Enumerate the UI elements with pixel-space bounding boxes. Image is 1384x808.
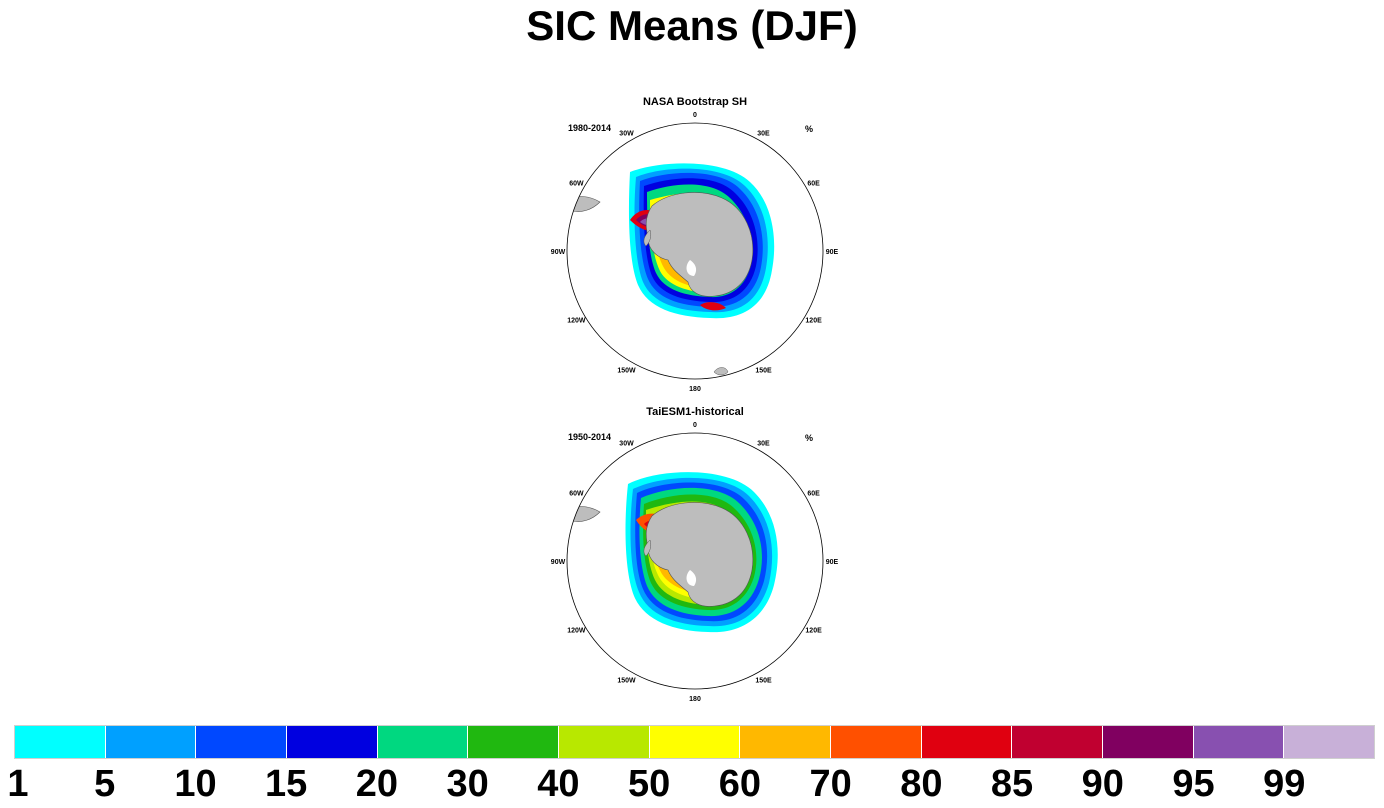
longitude-label: 120E — [805, 318, 822, 325]
colorbar-label: 80 — [900, 763, 943, 805]
colorbar-labels: 1 5 10 15 20 30 40 50 60 70 80 85 90 95 99 — [0, 762, 1384, 808]
longitude-label: 0 — [693, 112, 697, 119]
colorbar-label: 30 — [446, 763, 489, 805]
island — [713, 367, 729, 376]
colorbar-label: 50 — [627, 763, 671, 805]
colorbar-box — [740, 726, 832, 758]
longitude-label: 30W — [619, 130, 634, 137]
antarctica-landmass — [643, 502, 754, 607]
polar-map-model: 0 30E 60E 90E 120E 150E 180 150W 120W 90W 60W 30W — [551, 422, 839, 703]
colorbar-label: 99 — [1263, 763, 1306, 805]
longitude-label: 120W — [567, 318, 586, 325]
south-america-tip — [567, 196, 601, 212]
colorbar-box — [377, 726, 469, 758]
panel-unit: % — [805, 433, 814, 443]
colorbar-label: 10 — [174, 763, 217, 805]
colorbar-label: 1 — [7, 763, 29, 805]
longitude-labels: 0 30E 60E 90E 120E 150E 180 150W 120W 90W 60W 30W — [551, 112, 839, 393]
colorbar-label: 90 — [1081, 763, 1124, 805]
colorbar-box — [1193, 726, 1285, 758]
colorbar-box — [831, 726, 922, 758]
colorbar-label: 60 — [718, 763, 761, 805]
antarctica-landmass — [643, 192, 754, 297]
colorbar-box — [468, 726, 560, 758]
colorbar-label: 15 — [265, 763, 308, 805]
south-america-tip — [567, 506, 601, 522]
colorbar-box — [1284, 726, 1375, 758]
colorbar-label: 70 — [809, 763, 852, 805]
figure-title: SIC Means (DJF) — [526, 2, 858, 49]
longitude-label: 90E — [826, 559, 839, 566]
longitude-label: 90W — [551, 249, 566, 256]
longitude-label: 90E — [826, 249, 839, 256]
map-panel-model: TaiESM1-historical 1950-2014 % — [540, 404, 860, 704]
longitude-label: 30E — [757, 440, 770, 447]
longitude-label: 60W — [569, 491, 584, 498]
map-panel-observed: NASA Bootstrap SH 1980-2014 % — [540, 94, 860, 394]
map-boundary — [566, 432, 824, 690]
longitude-label: 150W — [617, 678, 636, 685]
longitude-label: 180 — [689, 386, 701, 393]
colorbar-label: 85 — [990, 763, 1034, 805]
longitude-label: 90W — [551, 559, 566, 566]
longitude-label: 180 — [689, 696, 701, 703]
panel-title: TaiESM1-historical — [646, 406, 744, 418]
longitude-label: 120E — [805, 628, 822, 635]
longitude-label: 0 — [693, 422, 697, 429]
colorbar-box — [287, 726, 378, 758]
longitude-label: 60W — [569, 181, 584, 188]
colorbar-box — [105, 726, 197, 758]
panel-period: 1950-2014 — [568, 432, 612, 442]
longitude-label: 30E — [757, 130, 770, 137]
colorbar-label: 40 — [537, 763, 580, 805]
panel-period: 1980-2014 — [568, 123, 612, 133]
longitude-label: 60E — [807, 181, 820, 188]
longitude-label: 150W — [617, 368, 636, 375]
colorbar — [14, 725, 1375, 759]
longitude-label: 30W — [619, 440, 634, 447]
colorbar-box — [649, 726, 741, 758]
colorbar-label: 20 — [355, 763, 399, 805]
colorbar-box — [15, 726, 106, 758]
longitude-label: 150E — [755, 368, 772, 375]
colorbar-label: 95 — [1172, 763, 1215, 805]
longitude-labels: 0 30E 60E 90E 120E 150E 180 150W 120W 90W 60W 30W — [551, 422, 839, 703]
longitude-label: 60E — [807, 491, 820, 498]
colorbar-box — [559, 726, 650, 758]
longitude-label: 120W — [567, 628, 586, 635]
panel-title: NASA Bootstrap SH — [642, 96, 748, 108]
panel-unit: % — [805, 124, 814, 134]
colorbar-label: 5 — [94, 763, 116, 805]
map-boundary — [566, 122, 824, 380]
colorbar-box — [1103, 726, 1194, 758]
colorbar-box — [921, 726, 1013, 758]
longitude-label: 150E — [755, 678, 772, 685]
polar-map-observed: 0 30E 60E 90E 120E 150E 180 150W 120W 90W 60W 30W — [551, 112, 839, 393]
colorbar-box — [1012, 726, 1104, 758]
colorbar-box — [196, 726, 288, 758]
